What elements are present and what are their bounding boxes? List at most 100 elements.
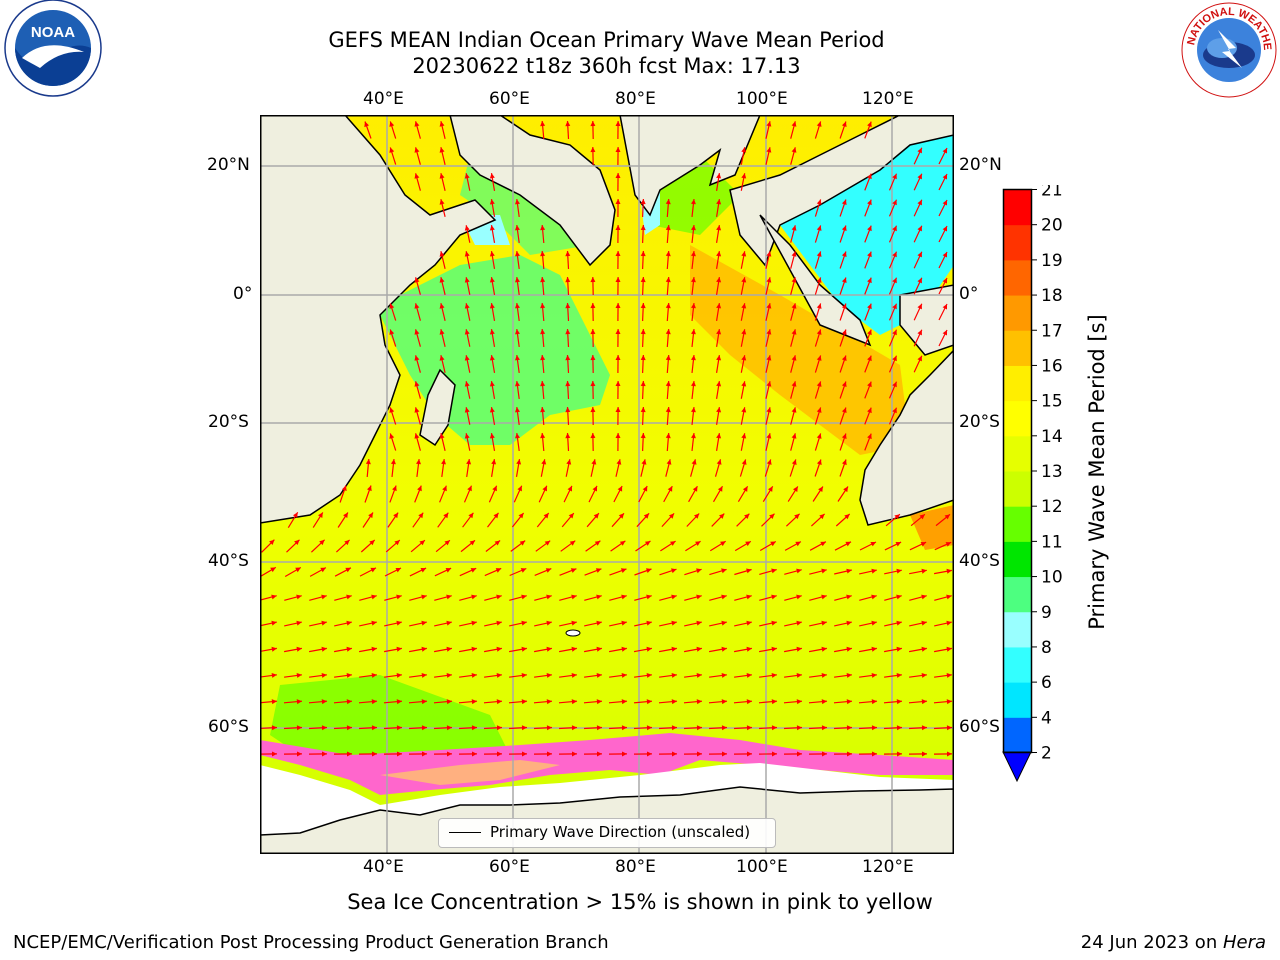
- wave-direction-arrow: [439, 433, 446, 451]
- wave-direction-arrow: [636, 512, 650, 528]
- wave-direction-arrow: [864, 225, 872, 243]
- wave-direction-arrow: [590, 146, 596, 166]
- lat-tick-left: 40°S: [208, 551, 249, 571]
- wave-direction-arrow: [540, 276, 546, 296]
- wave-direction-arrow: [859, 594, 877, 601]
- wave-direction-arrow: [888, 199, 898, 217]
- wave-direction-arrow: [385, 539, 401, 553]
- wave-direction-arrow: [586, 512, 600, 528]
- wave-direction-arrow: [483, 646, 503, 653]
- colorbar-swatch: [1003, 541, 1032, 578]
- wave-direction-arrows: [260, 120, 953, 757]
- wave-direction-arrow: [613, 485, 623, 503]
- wave-direction-arrow: [590, 380, 596, 400]
- wave-direction-arrow: [934, 673, 952, 678]
- wave-direction-arrow: [734, 594, 752, 601]
- wave-direction-arrow: [709, 568, 727, 576]
- wave-direction-arrow: [909, 568, 927, 575]
- wave-direction-arrow: [864, 329, 872, 347]
- colorbar-tick-label: 21: [1041, 185, 1063, 201]
- wave-direction-arrow: [515, 277, 520, 295]
- wave-direction-arrow: [638, 485, 648, 503]
- wave-direction-arrow: [938, 225, 948, 243]
- colorbar-tick-label: 15: [1041, 392, 1063, 412]
- wave-direction-arrow: [558, 751, 578, 757]
- wave-direction-arrow: [414, 355, 421, 373]
- wave-direction-arrow: [489, 225, 496, 243]
- wave-direction-arrow: [888, 381, 898, 399]
- wave-direction-arrow: [691, 199, 696, 217]
- wave-direction-arrow: [938, 147, 948, 165]
- wave-direction-arrow: [709, 673, 727, 678]
- footer-machine: Hera: [1222, 932, 1266, 953]
- wave-direction-arrow: [758, 725, 778, 731]
- wave-direction-arrow: [414, 147, 421, 165]
- wave-direction-arrow: [335, 539, 351, 553]
- wave-direction-arrow: [515, 459, 522, 477]
- wave-direction-arrow: [716, 173, 722, 191]
- wave-direction-arrow: [908, 699, 928, 705]
- wave-direction-arrow: [408, 725, 428, 731]
- wave-direction-arrow: [515, 433, 520, 451]
- wave-direction-arrow: [260, 751, 278, 757]
- colorbar-tick-label: 16: [1041, 356, 1063, 376]
- wave-direction-arrow: [441, 459, 446, 477]
- wave-direction-arrow: [858, 699, 878, 705]
- wave-direction-arrow: [784, 620, 802, 627]
- wave-direction-arrow: [765, 303, 772, 321]
- wave-direction-arrow: [359, 620, 377, 627]
- wave-direction-arrow: [464, 433, 471, 451]
- colorbar-tick-label: 2: [1041, 744, 1052, 764]
- wave-direction-arrow: [814, 381, 822, 399]
- wave-direction-arrow: [387, 512, 399, 528]
- wave-direction-arrow: [640, 302, 646, 322]
- wave-direction-arrow: [409, 594, 427, 601]
- wave-direction-arrow: [309, 594, 327, 601]
- nws-logo: NATIONAL WEATHER SERVICE: [1178, 0, 1277, 98]
- wave-direction-arrow: [260, 594, 277, 601]
- wave-direction-arrow: [859, 568, 877, 575]
- wave-direction-arrow: [765, 277, 772, 295]
- wave-direction-arrow: [583, 699, 603, 705]
- wave-direction-arrow: [565, 354, 571, 374]
- wave-direction-arrow: [260, 620, 277, 627]
- wave-direction-arrow: [839, 303, 847, 321]
- wave-direction-arrow: [765, 355, 772, 373]
- wave-direction-arrow: [640, 406, 646, 426]
- wave-direction-arrow: [640, 432, 646, 452]
- wave-direction-arrow: [389, 433, 397, 451]
- wave-direction-arrow: [784, 673, 802, 678]
- wave-direction-arrow: [762, 485, 774, 503]
- wave-direction-arrow: [888, 277, 898, 295]
- wave-direction-arrow: [716, 225, 722, 243]
- wave-direction-arrow: [859, 541, 877, 551]
- wave-direction-arrow: [362, 512, 374, 528]
- wave-direction-arrow: [888, 173, 898, 191]
- wave-direction-arrow: [665, 354, 671, 374]
- wave-direction-arrow: [615, 120, 621, 140]
- wave-direction-arrow: [784, 568, 802, 575]
- wave-direction-arrow: [665, 276, 671, 296]
- wave-direction-arrow: [733, 699, 753, 705]
- wave-direction-arrow: [708, 646, 728, 653]
- wave-direction-arrow: [691, 225, 696, 243]
- wave-direction-arrow: [484, 594, 502, 601]
- colorbar-swatch: [1003, 576, 1032, 613]
- wave-direction-arrow: [814, 355, 822, 373]
- wave-direction-arrow: [615, 224, 621, 244]
- wave-direction-arrow: [515, 225, 520, 243]
- wave-direction-arrow: [716, 407, 722, 425]
- wave-direction-arrow: [661, 512, 675, 528]
- wave-direction-arrow: [938, 277, 948, 295]
- wave-direction-arrow: [688, 485, 698, 503]
- wave-direction-arrow: [790, 329, 797, 347]
- wave-direction-arrow: [435, 539, 451, 553]
- wave-direction-arrow: [933, 699, 953, 705]
- wave-direction-arrow: [790, 121, 797, 139]
- wave-direction-arrow: [913, 225, 923, 243]
- wave-direction-arrow: [809, 594, 827, 601]
- wave-direction-arrow: [834, 594, 852, 601]
- wave-direction-arrow: [540, 380, 546, 400]
- wave-direction-arrow: [309, 673, 327, 678]
- wave-direction-arrow: [489, 433, 496, 451]
